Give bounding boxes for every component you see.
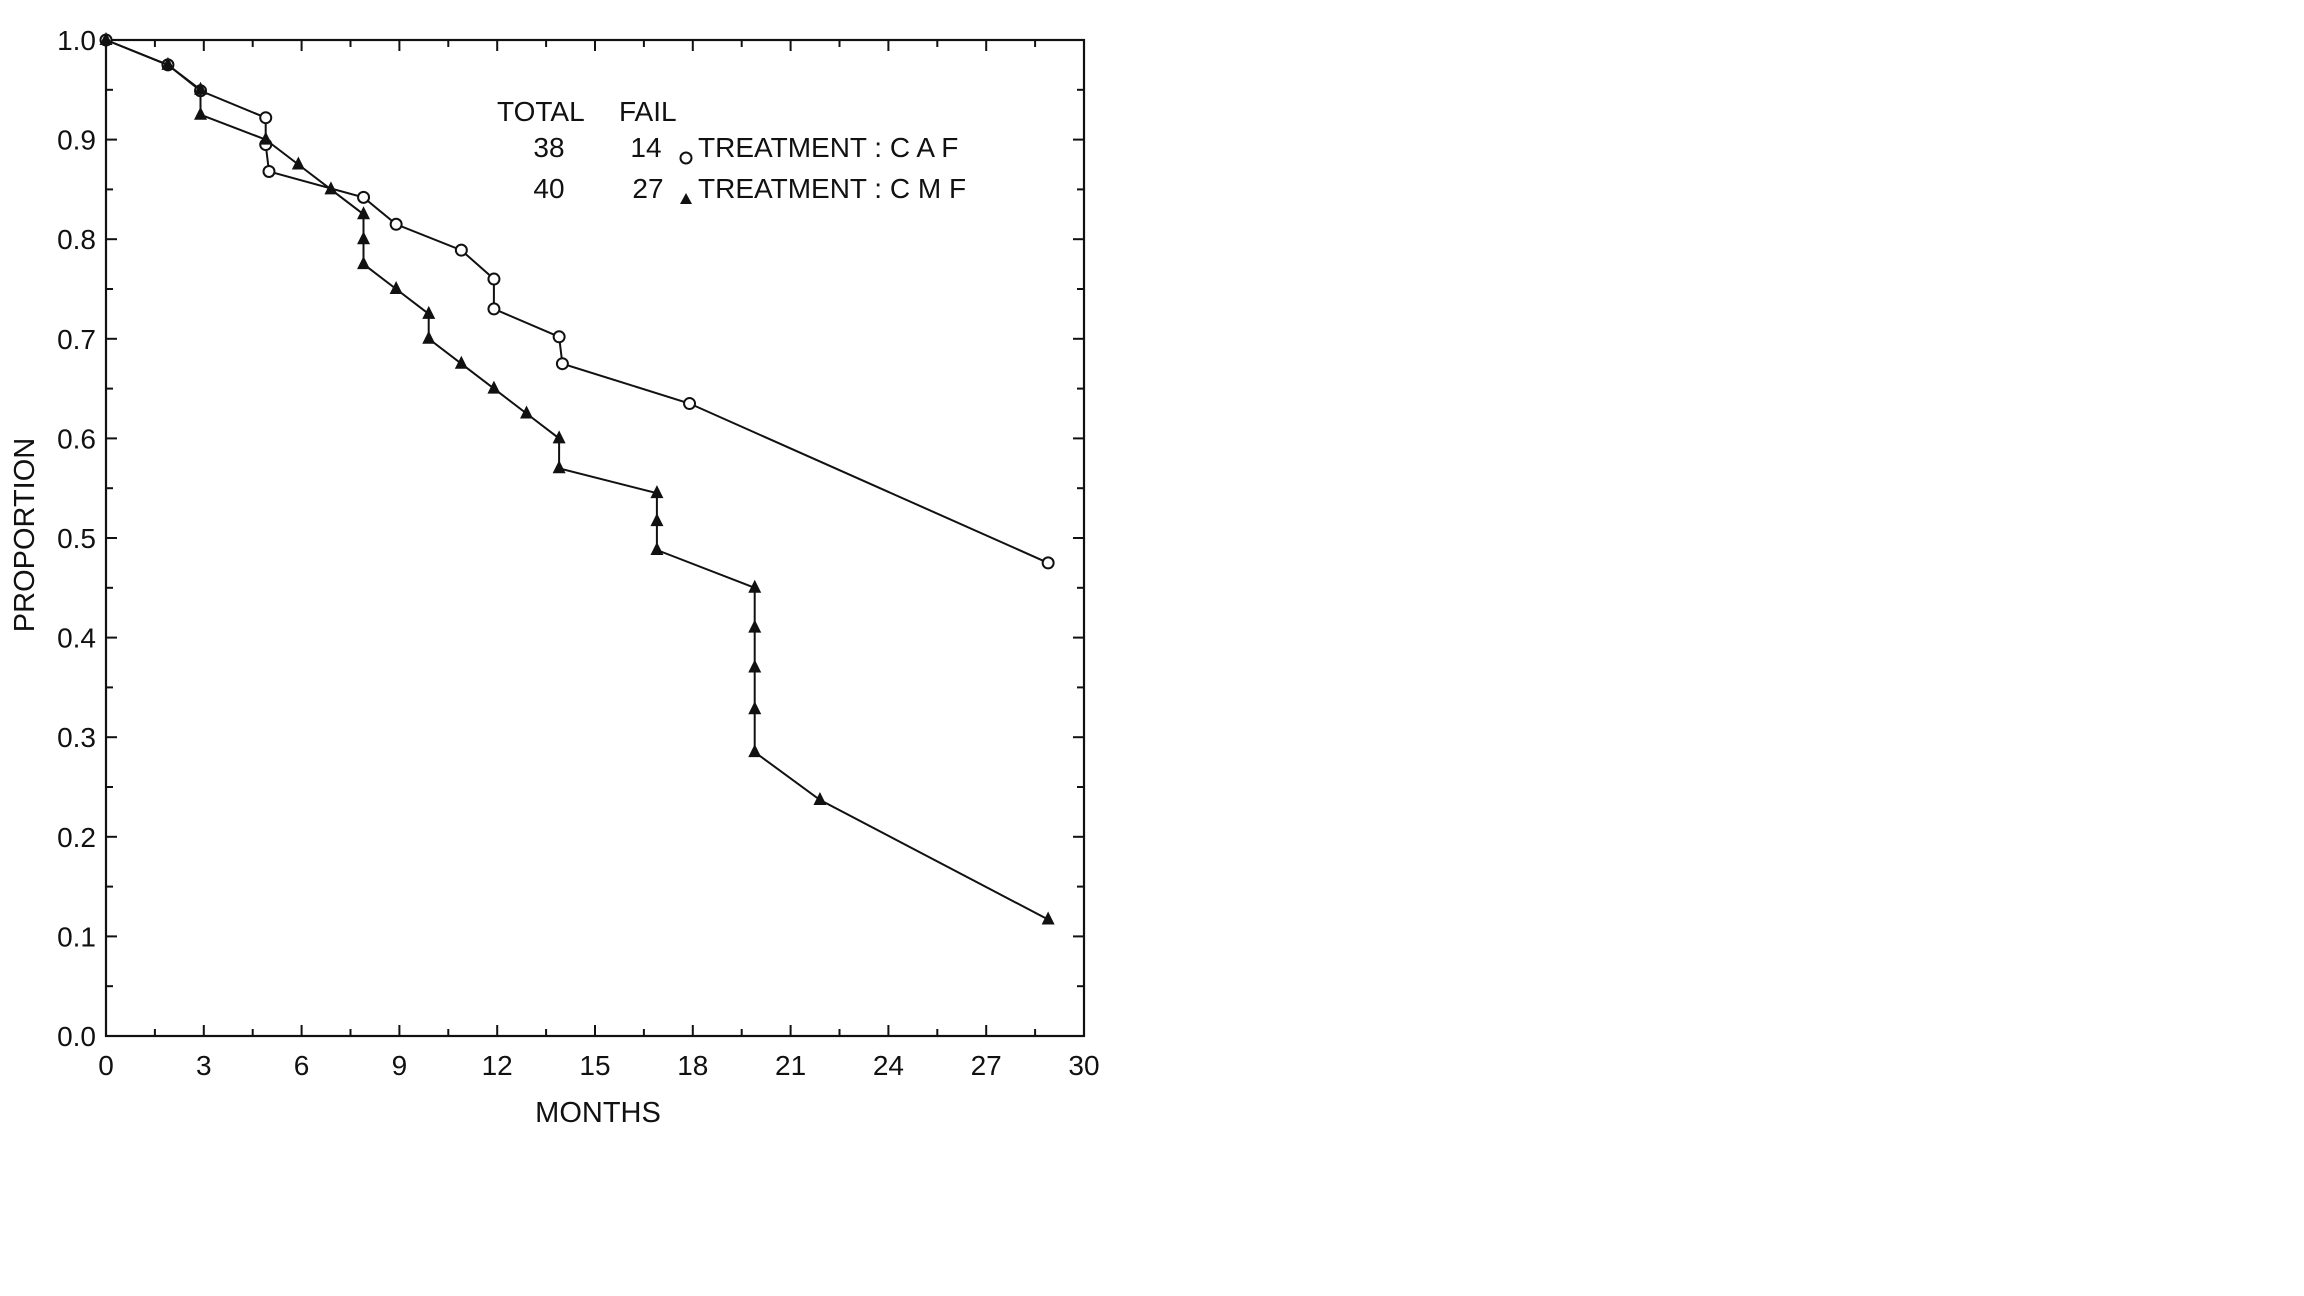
legend-entry-cmf-fail: 27	[632, 173, 663, 204]
x-tick-label: 18	[677, 1050, 708, 1081]
data-point-cmf	[422, 305, 436, 319]
data-point-cmf	[357, 256, 371, 270]
data-point-cmf	[194, 106, 208, 120]
data-point-cmf	[194, 81, 208, 95]
y-tick-label: 0.8	[57, 224, 96, 255]
y-tick-label: 0.4	[57, 623, 96, 654]
data-point-cmf	[259, 131, 273, 145]
y-tick-label: 0.3	[57, 722, 96, 753]
legend-entry-cmf-label: TREATMENT : C M F	[698, 173, 966, 204]
data-point-caf	[487, 272, 501, 286]
y-axis: 0.0 0.1 0.2 0.3 0.4 0.5 0.6 0.7 0.8 0.9 1.0	[57, 25, 1084, 1052]
data-point-cmf	[487, 380, 501, 394]
data-point-cmf	[99, 32, 113, 45]
data-point-cmf	[650, 541, 664, 555]
legend-header-fail: FAIL	[619, 96, 677, 127]
x-tick-label: 6	[294, 1050, 310, 1081]
x-tick-label: 12	[482, 1050, 513, 1081]
x-axis: 0 3 6 9 12 15 18 21 24 27 30	[98, 40, 1100, 1081]
data-point-cmf	[291, 156, 305, 170]
y-tick-label: 0.7	[57, 324, 96, 355]
legend-open-circle-icon	[679, 151, 693, 165]
data-point-caf	[389, 217, 403, 231]
data-point-cmf	[357, 206, 371, 220]
data-point-cmf	[552, 460, 566, 474]
data-point-cmf	[748, 659, 762, 673]
x-tick-label: 27	[971, 1050, 1002, 1081]
data-point-cmf	[454, 355, 468, 369]
x-tick-label: 15	[579, 1050, 610, 1081]
data-point-cmf	[748, 619, 762, 633]
data-point-cmf	[161, 56, 175, 70]
y-tick-label: 1.0	[57, 25, 96, 56]
series-line-cmf	[105, 39, 1049, 921]
y-tick-label: 0.2	[57, 822, 96, 853]
data-point-caf	[262, 164, 276, 178]
x-tick-label: 30	[1068, 1050, 1099, 1081]
x-tick-label: 3	[196, 1050, 212, 1081]
x-tick-label: 0	[98, 1050, 114, 1081]
legend: TOTAL FAIL 38 14 TREATMENT : C A F 40 27…	[497, 96, 966, 204]
legend-filled-triangle-icon	[680, 193, 692, 204]
legend-entry-caf-fail: 14	[630, 132, 661, 163]
data-point-cmf	[1041, 911, 1055, 925]
data-point-caf	[454, 243, 468, 257]
data-point-caf	[683, 397, 697, 411]
y-tick-label: 0.9	[57, 125, 96, 156]
data-point-cmf	[357, 231, 371, 245]
y-tick-label: 0.0	[57, 1021, 96, 1052]
x-tick-label: 9	[392, 1050, 408, 1081]
data-point-cmf	[748, 744, 762, 758]
data-point-caf	[259, 111, 273, 125]
data-point-cmf	[520, 405, 534, 419]
data-point-caf	[555, 357, 569, 371]
y-axis-title: PROPORTION	[9, 438, 41, 632]
data-point-caf	[552, 330, 566, 344]
data-point-cmf	[748, 579, 762, 593]
data-point-cmf	[748, 701, 762, 715]
data-point-caf	[1041, 556, 1055, 570]
y-tick-label: 0.5	[57, 523, 96, 554]
y-tick-label: 0.6	[57, 423, 96, 454]
x-tick-label: 24	[873, 1050, 904, 1081]
legend-entry-caf-label: TREATMENT : C A F	[698, 132, 958, 163]
data-point-cmf	[650, 513, 664, 527]
legend-header-total: TOTAL	[497, 96, 585, 127]
y-tick-label: 0.1	[57, 921, 96, 952]
series-layer	[99, 32, 1055, 925]
data-point-caf	[357, 190, 371, 204]
data-point-cmf	[422, 330, 436, 344]
legend-entry-caf-total: 38	[533, 132, 564, 163]
data-point-cmf	[813, 791, 827, 805]
data-point-caf	[487, 302, 501, 316]
data-point-cmf	[650, 485, 664, 499]
x-tick-label: 21	[775, 1050, 806, 1081]
data-point-cmf	[389, 281, 403, 294]
data-point-cmf	[552, 430, 566, 444]
legend-entry-cmf-total: 40	[533, 173, 564, 204]
data-point-cmf	[324, 181, 338, 195]
x-axis-title: MONTHS	[535, 1097, 661, 1129]
